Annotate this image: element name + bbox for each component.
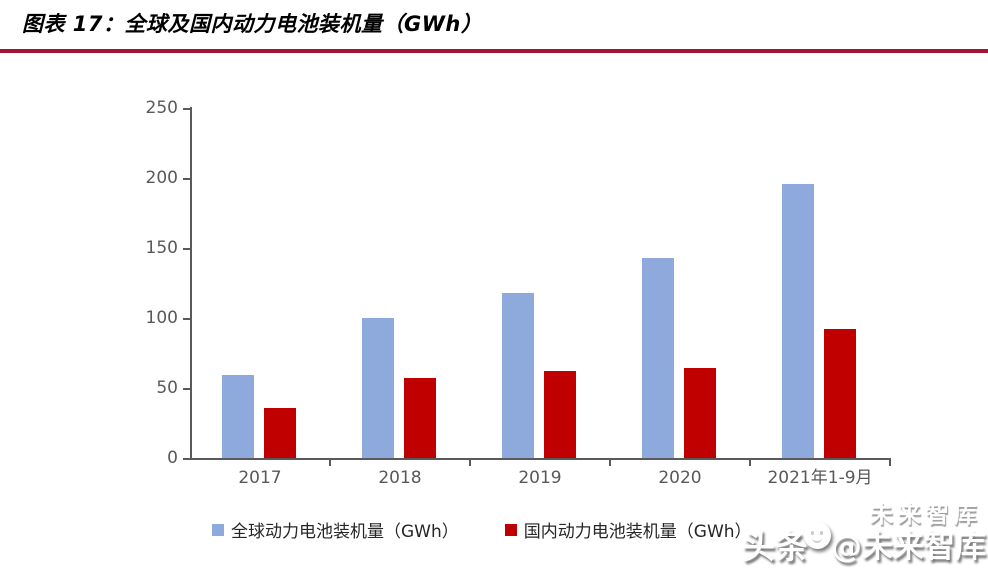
y-axis-tick-label: 150	[145, 238, 178, 258]
title-underline-rule	[0, 49, 988, 53]
y-axis-tick	[183, 458, 190, 460]
legend-swatch-domestic	[504, 523, 517, 536]
x-axis-category-label: 2019	[518, 468, 562, 488]
watermark-app-name: 头条	[742, 527, 808, 566]
y-axis-line	[190, 107, 192, 459]
y-axis-tick-label: 250	[145, 98, 178, 118]
bar-global-2017	[222, 375, 254, 458]
y-axis-tick	[183, 178, 190, 180]
bar-global-2021年1-9月	[782, 183, 814, 458]
chart-legend: 全球动力电池装机量（GWh） 国内动力电池装机量（GWh）	[212, 517, 752, 542]
x-axis-line	[190, 458, 891, 460]
x-axis-tick	[609, 458, 611, 466]
watermark-handle: @未来智库	[831, 529, 986, 565]
y-axis-tick-label: 0	[167, 448, 178, 468]
y-axis-tick	[183, 318, 190, 320]
y-axis-tick-label: 100	[145, 308, 178, 328]
x-axis-category-label: 2020	[658, 468, 702, 488]
legend-swatch-global	[212, 523, 224, 536]
y-axis-tick-label: 50	[156, 378, 178, 398]
bar-domestic-2019	[544, 371, 576, 458]
watermark: 头条 @未来智库	[742, 522, 986, 565]
smiley-eye-right	[820, 531, 823, 535]
y-axis-tick	[183, 248, 190, 250]
bar-domestic-2017	[264, 407, 296, 458]
x-axis-category-label: 2017	[238, 468, 282, 488]
x-axis-category-label: 2021年1-9月	[767, 468, 873, 488]
smiley-eye-left	[811, 531, 814, 535]
legend-label-global: 全球动力电池装机量（GWh）	[231, 522, 459, 542]
bar-domestic-2020	[684, 368, 716, 458]
x-axis-tick	[329, 458, 331, 466]
bar-domestic-2021年1-9月	[824, 329, 856, 458]
y-axis-tick-label: 200	[145, 168, 178, 188]
x-axis-tick	[749, 458, 751, 466]
bar-global-2019	[502, 292, 534, 458]
legend-label-domestic: 国内动力电池装机量（GWh）	[523, 522, 752, 542]
x-axis-tick	[889, 458, 891, 466]
watermark-ghost-text: 未来智库	[870, 502, 982, 528]
legend-item-global: 全球动力电池装机量（GWh）	[212, 517, 459, 542]
x-axis-category-label: 2018	[378, 468, 422, 488]
y-axis-tick	[183, 108, 190, 110]
toutiao-smiley-logo-icon	[804, 522, 831, 549]
bar-global-2020	[642, 257, 674, 458]
smiley-mouth	[812, 534, 822, 543]
x-axis-tick	[469, 458, 471, 466]
bar-global-2018	[362, 318, 394, 458]
bar-domestic-2018	[404, 378, 436, 458]
y-axis-tick	[183, 388, 190, 390]
figure-title: 图表 17：全球及国内动力电池装机量（GWh）	[22, 12, 483, 36]
legend-item-domestic: 国内动力电池装机量（GWh）	[504, 517, 752, 542]
